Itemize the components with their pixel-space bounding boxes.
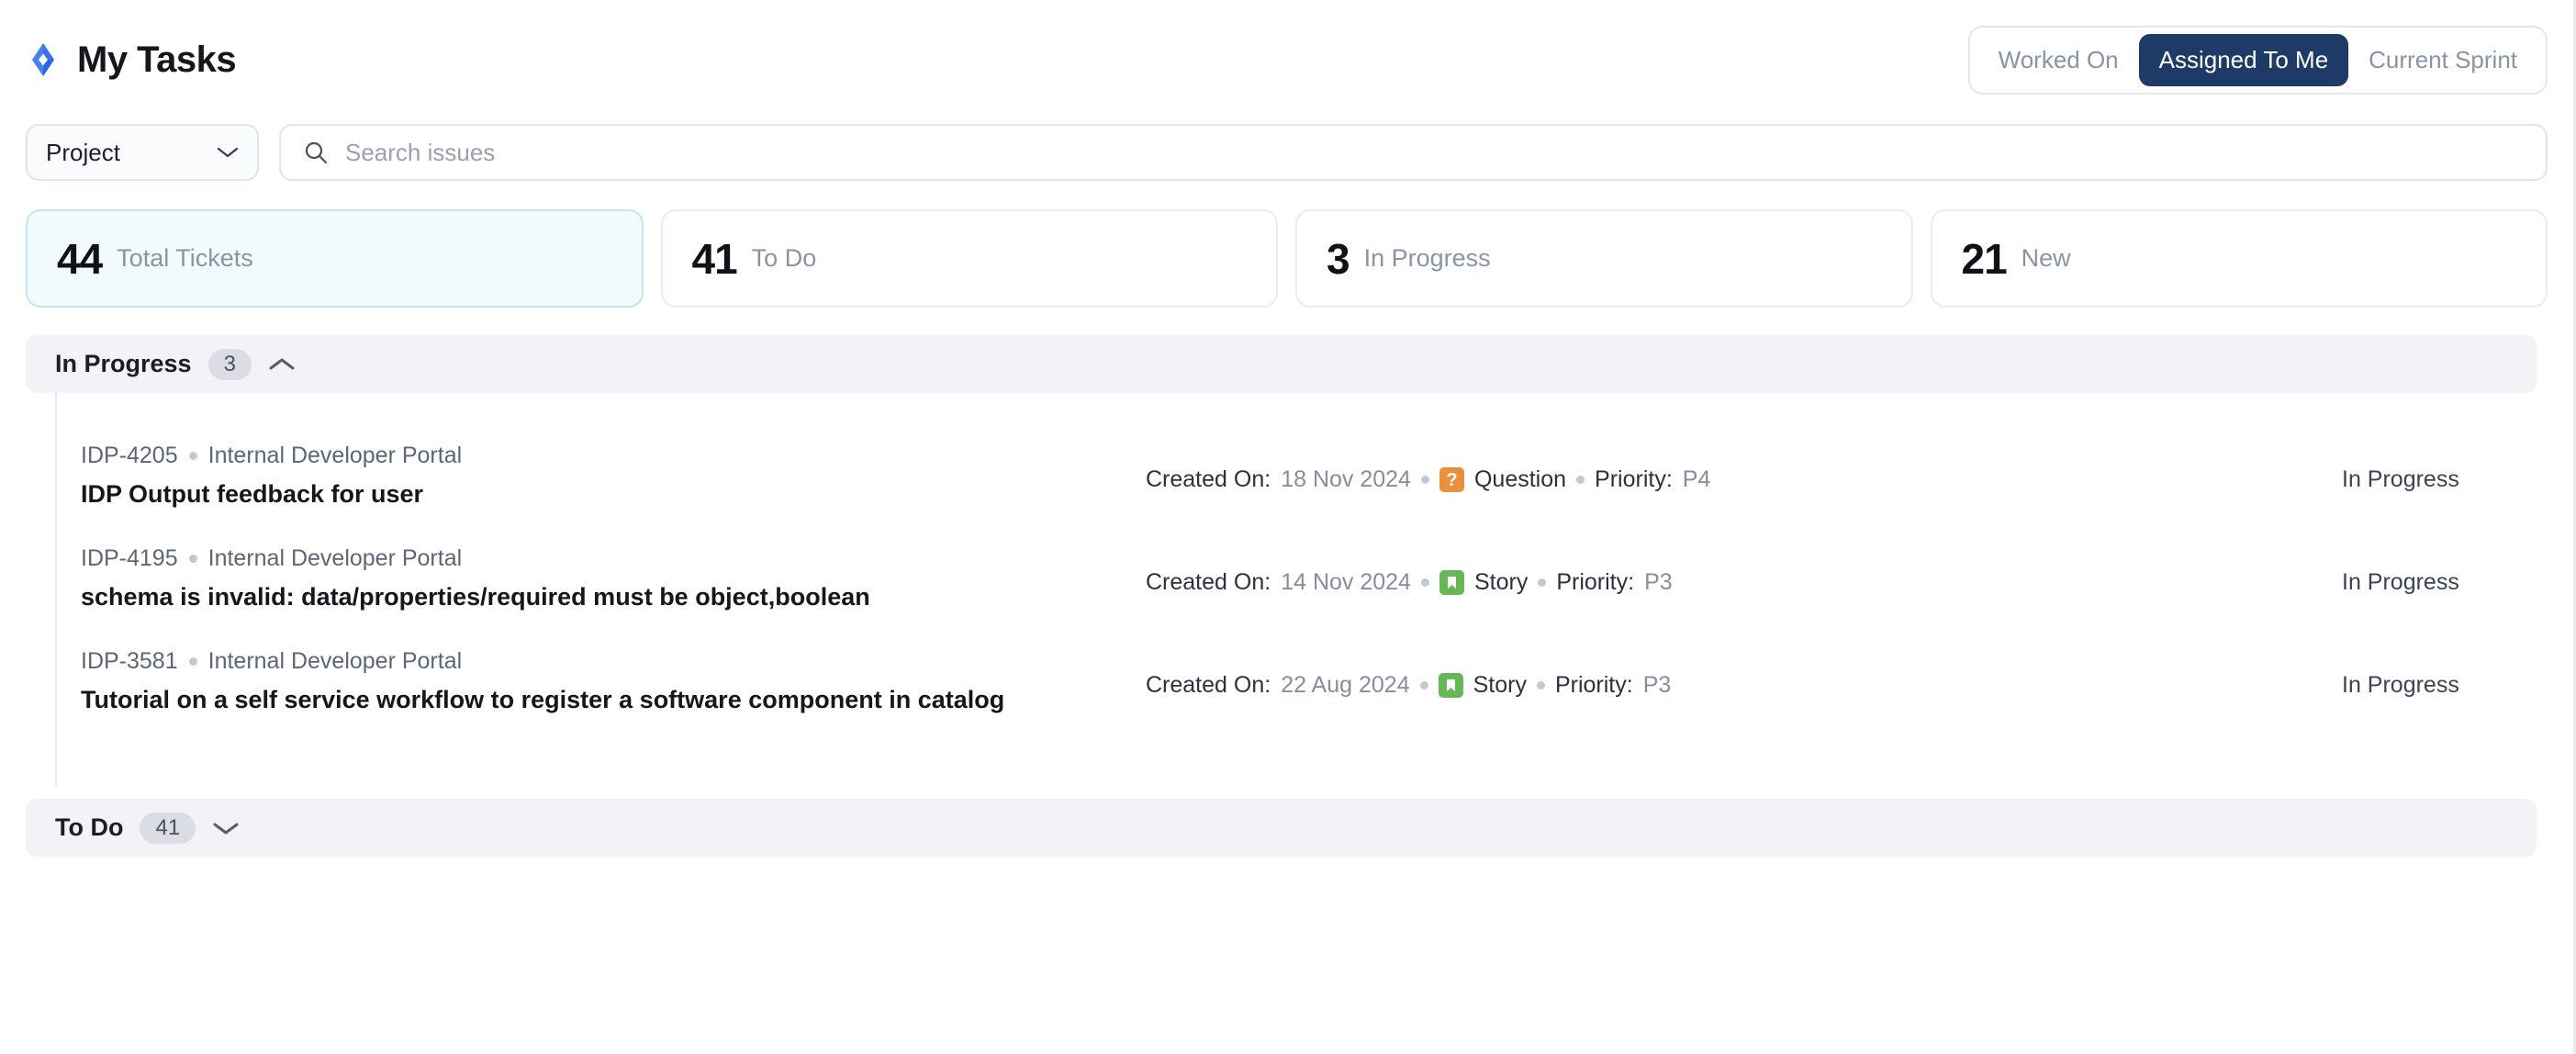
chevron-down-icon[interactable]	[212, 820, 240, 836]
task-status: In Progress	[2342, 466, 2459, 492]
task-type-label: Story	[1473, 672, 1527, 698]
task-title[interactable]: schema is invalid: data/properties/requi…	[81, 583, 870, 611]
task-meta-line: IDP-4195 Internal Developer Portal	[81, 545, 1146, 572]
tab-current-sprint[interactable]: Current Sprint	[2348, 34, 2537, 86]
view-tab-group: Worked On Assigned To Me Current Sprint	[1967, 25, 2548, 95]
task-meta-line: IDP-3581 Internal Developer Portal	[81, 648, 1146, 675]
search-box[interactable]	[279, 124, 2548, 181]
chevron-up-icon[interactable]	[268, 356, 296, 373]
separator-dot-icon	[1538, 578, 1547, 587]
task-main: IDP-4205 Internal Developer Portal IDP O…	[81, 441, 1146, 509]
story-type-icon	[1438, 673, 1463, 698]
stat-label: To Do	[751, 244, 817, 272]
section-header-in-progress[interactable]: In Progress 3	[26, 335, 2537, 393]
task-info: Created On: 22 Aug 2024 Story Priority: …	[1146, 646, 2335, 699]
separator-dot-icon	[188, 657, 197, 666]
task-project: Internal Developer Portal	[207, 545, 463, 571]
task-type-label: Question	[1473, 466, 1567, 492]
created-on-date: 22 Aug 2024	[1281, 672, 1410, 698]
question-type-icon: ?	[1439, 467, 1464, 492]
created-on-label: Created On:	[1146, 466, 1271, 492]
priority-value: P3	[1644, 569, 1673, 595]
stat-label: In Progress	[1363, 244, 1491, 272]
task-status: In Progress	[2342, 569, 2459, 595]
story-type-icon	[1439, 570, 1464, 595]
separator-dot-icon	[1576, 476, 1585, 484]
task-row[interactable]: IDP-3581 Internal Developer Portal Tutor…	[57, 646, 2573, 749]
stat-card-total-tickets[interactable]: 44 Total Tickets	[26, 209, 644, 308]
created-on-date: 14 Nov 2024	[1281, 569, 1411, 595]
separator-dot-icon	[1420, 578, 1429, 587]
task-project: Internal Developer Portal	[207, 648, 463, 674]
task-info: Created On: 18 Nov 2024 ? Question Prior…	[1146, 441, 2335, 493]
priority-label: Priority:	[1595, 466, 1673, 492]
app-header: My Tasks Worked On Assigned To Me Curren…	[0, 0, 2573, 119]
created-on-label: Created On:	[1146, 569, 1271, 595]
task-title[interactable]: IDP Output feedback for user	[81, 480, 424, 508]
stat-label: Total Tickets	[117, 244, 253, 272]
priority-value: P3	[1642, 672, 1672, 698]
search-input[interactable]	[345, 138, 2524, 167]
section-count-badge: 41	[140, 812, 196, 844]
section-count-badge: 3	[207, 348, 252, 380]
jira-diamond-icon	[26, 42, 61, 77]
task-status: In Progress	[2342, 672, 2459, 698]
task-meta-line: IDP-4205 Internal Developer Portal	[81, 443, 1146, 469]
stat-card-new[interactable]: 21 New	[1930, 209, 2548, 308]
separator-dot-icon	[1536, 681, 1545, 690]
created-on-label: Created On:	[1146, 672, 1271, 698]
stat-value: 41	[691, 234, 738, 283]
stat-label: New	[2021, 244, 2071, 272]
priority-value: P4	[1682, 466, 1711, 492]
section-title: To Do	[55, 813, 124, 841]
tab-worked-on[interactable]: Worked On	[1978, 34, 2139, 86]
tab-assigned-to-me[interactable]: Assigned To Me	[2138, 33, 2349, 86]
project-filter-dropdown[interactable]: Project	[26, 124, 259, 181]
task-row[interactable]: IDP-4205 Internal Developer Portal IDP O…	[57, 441, 2573, 544]
task-key: IDP-4195	[81, 545, 178, 571]
stat-value: 21	[1961, 234, 2008, 283]
stat-value: 44	[57, 234, 103, 283]
filter-row: Project	[0, 124, 2573, 181]
stat-value: 3	[1327, 234, 1350, 283]
task-info: Created On: 14 Nov 2024 Story Priority: …	[1146, 544, 2335, 596]
task-type-label: Story	[1473, 569, 1529, 595]
task-row[interactable]: IDP-4195 Internal Developer Portal schem…	[57, 544, 2573, 646]
brand: My Tasks	[26, 39, 237, 81]
task-key: IDP-3581	[81, 648, 178, 674]
page-title: My Tasks	[77, 39, 237, 80]
task-main: IDP-4195 Internal Developer Portal schem…	[81, 544, 1146, 611]
chevron-down-icon	[217, 146, 239, 159]
task-project: Internal Developer Portal	[207, 443, 463, 468]
task-title[interactable]: Tutorial on a self service workflow to r…	[81, 686, 1005, 713]
search-icon	[303, 140, 329, 165]
task-main: IDP-3581 Internal Developer Portal Tutor…	[81, 646, 1146, 714]
stat-card-row: 44 Total Tickets 41 To Do 3 In Progress …	[0, 209, 2573, 308]
stat-card-to-do[interactable]: 41 To Do	[660, 209, 1278, 308]
section-header-to-do[interactable]: To Do 41	[26, 799, 2537, 857]
priority-label: Priority:	[1556, 569, 1635, 595]
separator-dot-icon	[188, 452, 197, 460]
separator-dot-icon	[1419, 681, 1428, 690]
separator-dot-icon	[188, 555, 197, 563]
project-filter-label: Project	[46, 138, 120, 166]
stat-card-in-progress[interactable]: 3 In Progress	[1295, 209, 1913, 308]
separator-dot-icon	[1420, 476, 1429, 484]
section-title: In Progress	[55, 350, 192, 377]
created-on-date: 18 Nov 2024	[1281, 466, 1411, 492]
task-list-in-progress: IDP-4205 Internal Developer Portal IDP O…	[55, 393, 2573, 786]
priority-label: Priority:	[1554, 672, 1633, 698]
task-key: IDP-4205	[81, 443, 178, 468]
